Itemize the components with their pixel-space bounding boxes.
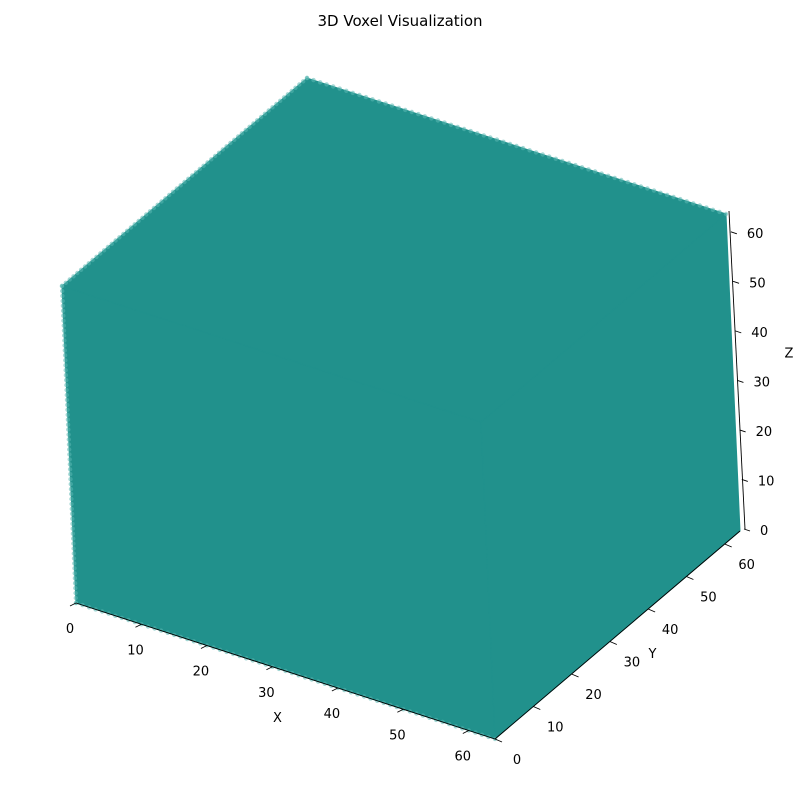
z-tick-label: 50 [749, 276, 766, 291]
y-tick [686, 576, 694, 580]
y-tick-label: 20 [585, 688, 602, 703]
x-tick [331, 687, 339, 692]
z-tick [732, 280, 740, 284]
z-axis-label: Z [785, 347, 794, 362]
x-tick [462, 730, 470, 734]
y-tick-label: 30 [624, 656, 641, 671]
y-tick [533, 706, 541, 710]
z-tick [741, 479, 748, 482]
z-tick [730, 231, 738, 235]
z-tick-label: 10 [758, 474, 775, 489]
x-tick-label: 10 [127, 643, 144, 658]
x-tick [200, 645, 208, 649]
y-tick [724, 543, 732, 548]
x-tick-label: 60 [455, 750, 472, 765]
z-tick-label: 40 [751, 326, 768, 341]
voxel-cube [59, 75, 741, 742]
axes: 0 10 20 30 40 50 60 X 0 10 20 30 40 50 60 Y 0 10 20 30 40 50 6… [66, 210, 794, 768]
y-tick [494, 738, 503, 743]
z-tick [735, 330, 742, 334]
x-tick [69, 602, 77, 607]
z-tick [739, 429, 746, 433]
y-tick-label: 40 [662, 623, 679, 638]
voxel-edge-left [59, 283, 79, 606]
x-tick-label: 40 [324, 707, 341, 722]
y-tick [571, 673, 579, 678]
voxel-edge-top-left [59, 75, 310, 289]
x-axis-label: X [273, 711, 282, 726]
z-axis-line [728, 210, 746, 530]
x-tick [266, 666, 273, 671]
z-tick-label: 60 [747, 227, 764, 242]
z-tick-label: 0 [760, 524, 768, 539]
z-tick-label: 20 [756, 425, 773, 440]
z-tick-label: 30 [753, 375, 770, 390]
x-tick-label: 30 [258, 686, 275, 701]
chart-title: 3D Voxel Visualization [317, 12, 483, 30]
x-tick-label: 0 [66, 622, 74, 637]
x-axis-line [75, 602, 496, 740]
y-tick-label: 10 [547, 721, 564, 736]
x-tick-label: 50 [389, 728, 406, 743]
y-tick-label: 0 [513, 753, 521, 768]
y-tick [609, 641, 618, 645]
y-tick-label: 50 [700, 591, 717, 606]
y-axis-line [494, 530, 741, 740]
z-tick [737, 379, 744, 383]
y-tick [647, 608, 656, 613]
z-tick [743, 528, 751, 532]
y-tick-label: 60 [738, 558, 755, 573]
voxel-edge-top-back [304, 75, 729, 217]
x-tick [135, 623, 142, 628]
x-tick [397, 708, 404, 713]
y-axis-label: Y [648, 647, 657, 662]
x-tick-label: 20 [193, 665, 210, 680]
